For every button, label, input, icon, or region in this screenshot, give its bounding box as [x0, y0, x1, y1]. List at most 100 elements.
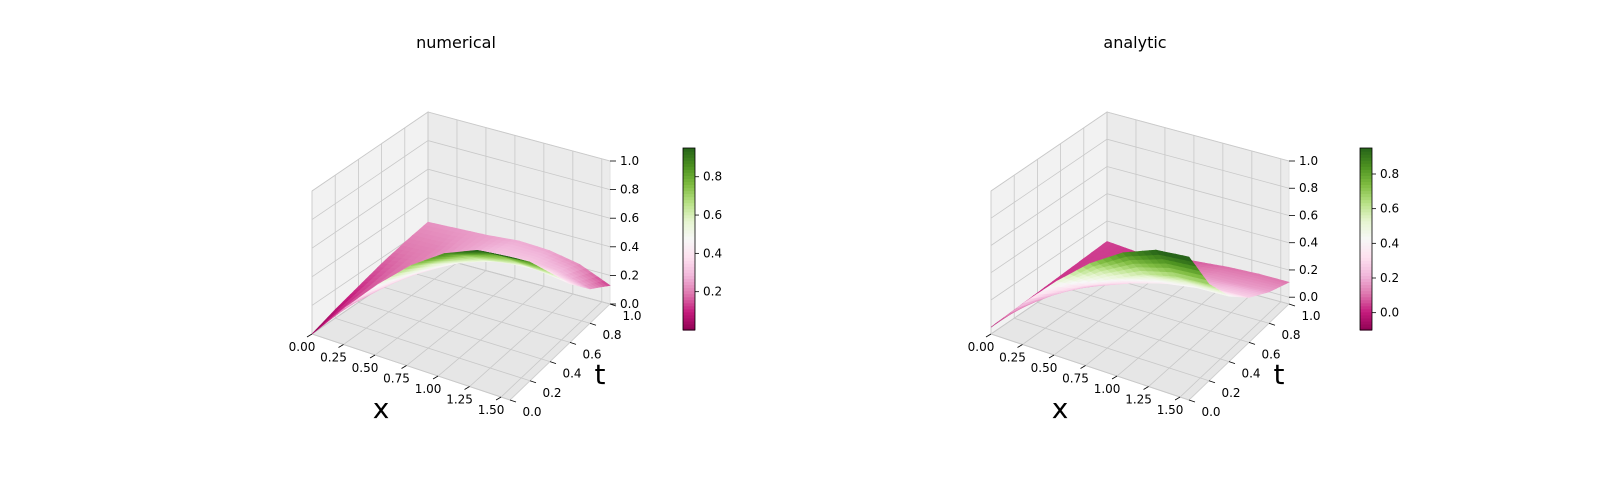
x-tick-mark [1174, 396, 1181, 401]
x-tick-label: 0.75 [1062, 372, 1089, 386]
colorbar-strip [683, 284, 695, 289]
colorbar-strip [1360, 226, 1372, 231]
z-tick-label: 0.6 [620, 211, 639, 225]
z-gridline [311, 140, 611, 220]
colorbar-strip [683, 232, 695, 237]
z-tick-label: 0.4 [620, 240, 639, 254]
colorbar-strip [683, 245, 695, 249]
x-gridline [1053, 270, 1166, 356]
colorbar-strip [683, 299, 695, 304]
x-tick-label: 0.00 [289, 340, 316, 354]
x-tick-mark [338, 344, 344, 348]
x-gridline [1085, 278, 1195, 366]
colorbar-strip [1360, 326, 1372, 331]
colorbar-strip [683, 281, 695, 286]
colorbar-strip [683, 296, 695, 301]
colorbar-strip [683, 181, 695, 185]
x-gridline [437, 285, 545, 377]
z-tick-label: 0.6 [1299, 208, 1318, 222]
x-tick-label: 0.50 [1031, 361, 1058, 375]
t-gridline [1014, 317, 1210, 382]
colorbar-tick-label: 0.8 [1380, 167, 1399, 181]
colorbar-strip [683, 302, 695, 307]
colorbar-strip [1360, 248, 1372, 252]
colorbar-strip [1360, 163, 1372, 167]
colorbar-strip [683, 260, 695, 264]
colorbar-strip [1360, 160, 1372, 164]
t-tick-mark [569, 342, 577, 345]
surface-patch [1181, 255, 1194, 262]
z-tick-label: 0.0 [620, 297, 639, 311]
colorbar-strip [683, 290, 695, 295]
colorbar-strip [1360, 290, 1372, 295]
colorbar-strip [683, 305, 695, 310]
t-tick-label: 0.6 [582, 347, 601, 361]
colorbar-strip [1360, 287, 1372, 292]
colorbar-strip [1360, 175, 1372, 179]
t-gridline [381, 286, 571, 343]
x-tick-label: 0.25 [999, 351, 1026, 365]
colorbar-strip [683, 148, 695, 152]
t-tick-mark [589, 322, 597, 326]
colorbar-strip [683, 263, 695, 267]
colorbar-strip [683, 178, 695, 182]
x-tick-mark [432, 375, 439, 380]
colorbar-tick-label: 0.0 [1380, 306, 1399, 320]
colorbar-strip [1360, 169, 1372, 173]
colorbar-strip [1360, 272, 1372, 276]
colorbar-strip [1360, 314, 1372, 319]
x-tick-mark [1080, 365, 1086, 369]
colorbar-strip [683, 326, 695, 331]
colorbar-strip [683, 172, 695, 176]
x-tick-label: 1.50 [478, 403, 505, 417]
t-gridline [1037, 302, 1230, 362]
colorbar-strip [1360, 202, 1372, 207]
colorbar-strip [1360, 220, 1372, 225]
colorbar-strip [1360, 296, 1372, 301]
t-tick-mark [1248, 342, 1256, 345]
x-axis-label: x [373, 392, 390, 425]
colorbar-strip [1360, 199, 1372, 204]
x-gridline [343, 262, 458, 345]
z-tick-label: 0.2 [1299, 263, 1318, 277]
colorbar-strip [683, 266, 695, 270]
x-tick-label: 1.50 [1157, 403, 1184, 417]
colorbar-tick-label: 0.8 [703, 170, 722, 184]
z-gridline [990, 111, 1290, 192]
colorbar-strip [1360, 217, 1372, 222]
colorbar-frame [682, 147, 696, 331]
x-gridline [1116, 285, 1224, 377]
colorbar-strip [1360, 257, 1372, 261]
colorbar-strip [683, 166, 695, 170]
z-tick-label: 0.0 [1299, 290, 1318, 304]
colorbar-tick-label: 0.2 [1380, 271, 1399, 285]
t-tick-mark [1228, 361, 1236, 364]
t-tick-mark [1188, 399, 1196, 403]
t-tick-label: 0.8 [1281, 328, 1300, 342]
t-tick-label: 0.4 [562, 367, 581, 381]
x-gridline [469, 293, 574, 387]
x-tick-mark [464, 386, 470, 390]
colorbar-strip [1360, 239, 1372, 243]
colorbar-strip [1360, 311, 1372, 316]
t-tick-label: 1.0 [1301, 309, 1320, 323]
t-axis-label: t [1274, 358, 1285, 391]
z-tick-label: 0.8 [620, 183, 639, 197]
colorbar-strip [683, 314, 695, 319]
colorbar-strip [1360, 284, 1372, 289]
colorbar-strip [683, 254, 695, 258]
colorbar-strip [1360, 323, 1372, 328]
surface [990, 241, 1290, 328]
x-gridline [1148, 293, 1253, 387]
colorbar-strip [683, 242, 695, 246]
colorbar-strip [1360, 157, 1372, 161]
colorbar-strip [1360, 166, 1372, 170]
colorbar-strip [683, 184, 695, 189]
colorbar-strip [1360, 302, 1372, 307]
x-tick-label: 1.00 [1094, 382, 1121, 396]
colorbar-strip [1360, 151, 1372, 155]
colorbar-strip [1360, 205, 1372, 210]
numerical-subplot: numerical 0.00 0.25 0.50 0.75 1.00 1.25 1.50 x 0.… [289, 33, 722, 425]
x-tick-label: 0.25 [320, 351, 347, 365]
colorbar-strip [683, 208, 695, 213]
